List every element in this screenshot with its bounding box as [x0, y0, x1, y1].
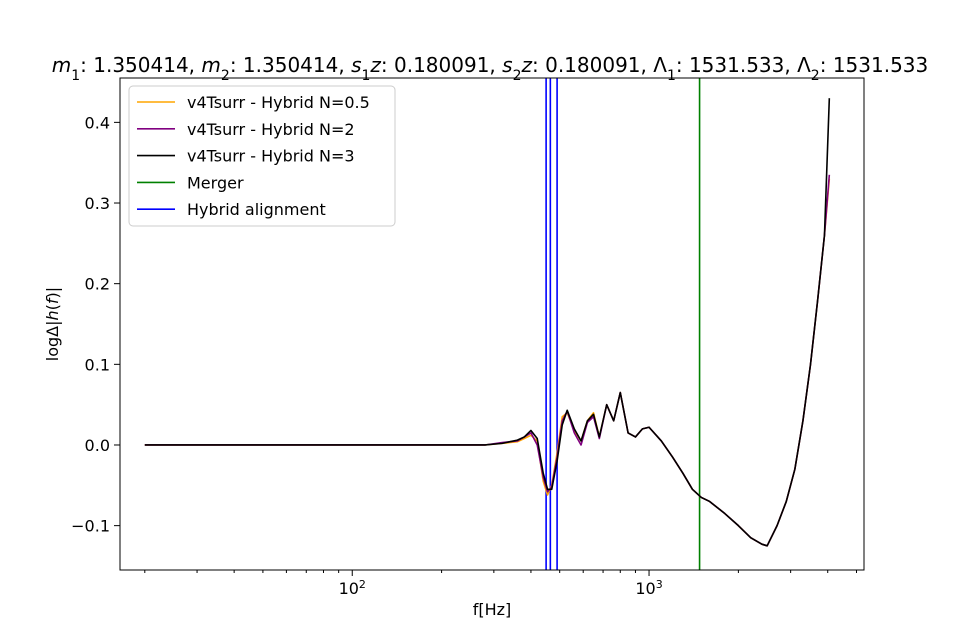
x-axis: 102 103 [144, 570, 857, 599]
plot-frame [119, 77, 865, 571]
legend-box [128, 85, 396, 227]
x-tick-label: 102 [339, 578, 366, 599]
chart-title: m1: 1.350414, m2: 1.350414, s1z: 0.18009… [52, 53, 929, 84]
series-line-3 [144, 98, 831, 547]
y-tick-label: 0.2 [85, 275, 110, 294]
y-tick-label: 0.0 [85, 436, 110, 455]
series-line-1 [144, 178, 831, 547]
vertical-lines [545, 78, 701, 570]
legend-entry-label: v4Tsurr - Hybrid N=3 [187, 147, 355, 166]
y-tick-label: 0.4 [85, 113, 110, 132]
legend-entry-label: v4Tsurr - Hybrid N=0.5 [187, 93, 370, 112]
series-line-2 [144, 174, 831, 547]
y-tick-label: 0.1 [85, 355, 110, 374]
legend-entry-label: Hybrid alignment [187, 200, 326, 219]
plot-area [119, 77, 865, 571]
legend-entry-label: v4Tsurr - Hybrid N=2 [187, 120, 355, 139]
x-tick-label: 103 [635, 578, 662, 599]
legend: v4Tsurr - Hybrid N=0.5 v4Tsurr - Hybrid N… [128, 85, 396, 227]
legend-entry-label: Merger [187, 173, 244, 192]
y-axis: −0.1 0.0 0.1 0.2 0.3 0.4 [71, 113, 120, 536]
y-axis-label: logΔ|h(f)| [43, 287, 62, 361]
series-lines [144, 98, 831, 547]
x-axis-label: f[Hz] [473, 600, 512, 619]
y-tick-label: 0.3 [85, 194, 110, 213]
y-tick-label: −0.1 [71, 517, 110, 536]
